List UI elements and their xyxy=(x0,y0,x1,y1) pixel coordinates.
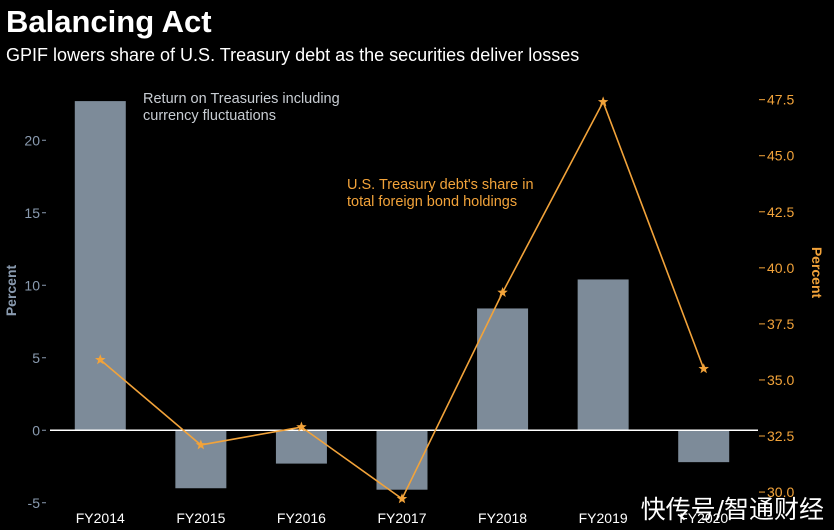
bar-fy2017 xyxy=(376,430,428,490)
star-marker-fy2017 xyxy=(396,493,408,504)
right-tick-label: 47.5 xyxy=(767,92,794,108)
watermark: 快传号/智通财经 xyxy=(640,495,824,524)
line-annotation-line: U.S. Treasury debt's share in xyxy=(347,177,534,193)
left-tick-label: 20 xyxy=(24,132,40,148)
x-tick-label: FY2016 xyxy=(277,510,326,526)
line-annotation-line: total foreign bond holdings xyxy=(347,194,517,210)
right-tick-label: 40.0 xyxy=(767,260,794,276)
bar-annotation-line: currency fluctuations xyxy=(143,108,276,124)
bar-annotation-line: Return on Treasuries including xyxy=(143,91,340,107)
right-tick-label: 32.5 xyxy=(767,428,794,444)
right-tick-label: 45.0 xyxy=(767,148,794,164)
bar-fy2014 xyxy=(74,101,126,431)
star-marker-fy2015 xyxy=(195,439,207,450)
x-tick-label: FY2020 xyxy=(679,510,728,526)
x-tick-label: FY2019 xyxy=(579,510,628,526)
x-tick-label: FY2018 xyxy=(478,510,527,526)
bar-fy2020 xyxy=(678,430,730,463)
star-marker-fy2014 xyxy=(95,354,106,365)
left-tick-label: 10 xyxy=(24,277,40,293)
left-axis: -5 0 5 10 15 20 Percent xyxy=(3,132,46,511)
right-tick-label: 42.5 xyxy=(767,204,794,220)
right-tick-label: 37.5 xyxy=(767,316,794,332)
left-tick-label: 5 xyxy=(32,350,40,366)
left-tick-label: -5 xyxy=(28,495,41,511)
right-axis: 30.0 32.5 35.0 37.5 40.0 42.5 45.0 47.5 Percent xyxy=(759,92,825,500)
chart-subtitle: GPIF lowers share of U.S. Treasury debt … xyxy=(6,45,580,65)
bar-series xyxy=(74,101,730,490)
left-axis-label: Percent xyxy=(3,264,19,316)
bar-fy2018 xyxy=(477,308,529,431)
left-tick-label: 15 xyxy=(24,205,40,221)
x-tick-label: FY2014 xyxy=(76,510,125,526)
right-axis-label: Percent xyxy=(809,247,825,299)
right-tick-label: 30.0 xyxy=(767,484,794,500)
line-series xyxy=(95,96,709,504)
star-marker-fy2019 xyxy=(597,96,609,107)
left-tick-label: 0 xyxy=(32,422,40,438)
bar-fy2019 xyxy=(577,279,629,431)
x-tick-label: FY2017 xyxy=(377,510,426,526)
star-marker-fy2018 xyxy=(497,287,508,297)
star-marker-fy2020 xyxy=(698,363,709,374)
x-axis: FY2014 FY2015 FY2016 FY2017 FY2018 FY2019 FY20… xyxy=(76,510,729,526)
star-marker-fy2016 xyxy=(296,421,307,432)
right-tick-label: 35.0 xyxy=(767,372,794,388)
x-tick-label: FY2015 xyxy=(176,510,225,526)
bar-fy2015 xyxy=(175,430,227,489)
chart-title: Balancing Act xyxy=(6,4,212,39)
bar-fy2016 xyxy=(275,430,327,464)
